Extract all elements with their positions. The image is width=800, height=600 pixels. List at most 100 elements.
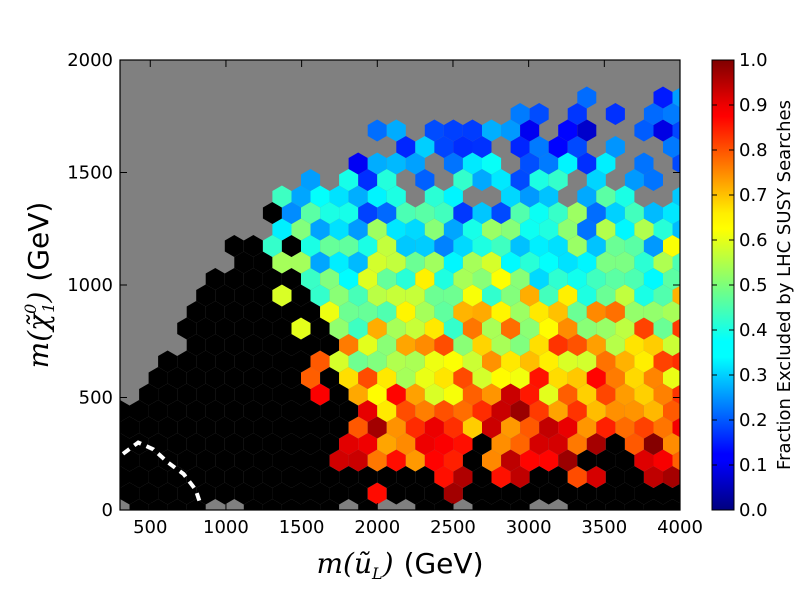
hexbin-cell bbox=[663, 136, 680, 158]
hexbin-cell bbox=[529, 466, 549, 488]
y-tick-label: 1000 bbox=[67, 275, 113, 296]
hexbin-cell bbox=[386, 185, 406, 208]
hexbin-cell bbox=[653, 86, 673, 109]
hexbin-cell bbox=[358, 268, 378, 290]
hexbin-cell bbox=[520, 152, 540, 175]
hexbin-cell bbox=[596, 383, 616, 406]
hexbin-cell bbox=[577, 86, 597, 109]
hexbin-cell bbox=[529, 367, 549, 389]
hexbin-cell bbox=[281, 301, 301, 323]
colorbar-tick-label: 0.5 bbox=[739, 275, 768, 296]
hexbin-cell bbox=[272, 185, 292, 208]
hexbin-cell bbox=[472, 169, 492, 191]
hexbin-cell bbox=[634, 284, 654, 307]
hexbin-cell bbox=[272, 350, 292, 373]
hexbin-cell bbox=[491, 334, 511, 356]
hexbin-cell bbox=[367, 185, 387, 208]
hexbin-cell bbox=[291, 317, 311, 340]
hexbin-cell bbox=[224, 268, 244, 290]
hexbin-cell bbox=[482, 284, 502, 307]
hexbin-cell bbox=[224, 367, 244, 389]
hexbin-cell bbox=[415, 400, 435, 422]
hexbin-cell bbox=[577, 383, 597, 406]
hexbin-cell bbox=[253, 284, 273, 307]
hexbin-cell bbox=[434, 400, 454, 422]
hexbin-cell bbox=[605, 301, 625, 323]
hexbin-cell bbox=[386, 251, 406, 274]
hexbin-cell bbox=[586, 301, 606, 323]
hexbin-cell bbox=[281, 499, 301, 510]
x-tick-label: 3500 bbox=[581, 517, 627, 538]
hexbin-cell bbox=[558, 119, 578, 142]
hexbin-cell bbox=[262, 202, 282, 224]
hexbin-cell bbox=[424, 350, 444, 373]
hexbin-cell bbox=[462, 416, 482, 439]
hexbin-cell bbox=[501, 251, 521, 274]
hexbin-cell bbox=[577, 218, 597, 241]
hexbin-cell bbox=[386, 317, 406, 340]
hexbin-cell bbox=[548, 169, 568, 191]
hexbin-cell bbox=[224, 235, 244, 257]
hexbin-cell bbox=[472, 268, 492, 290]
hexbin-cell bbox=[310, 284, 330, 307]
hexbin-cell bbox=[320, 268, 340, 290]
hexbin-cell bbox=[643, 466, 663, 488]
hexbin-cell bbox=[301, 235, 321, 257]
hexbin-cell bbox=[386, 449, 406, 472]
hexbin-cell bbox=[482, 482, 502, 505]
hexbin-cell bbox=[643, 301, 663, 323]
hexbin-cell bbox=[653, 119, 673, 142]
hexbin-cell bbox=[482, 383, 502, 406]
hexbin-cell bbox=[301, 268, 321, 290]
hexbin-cell bbox=[339, 400, 359, 422]
hexbin-cell bbox=[643, 202, 663, 224]
y-tick-label: 0 bbox=[102, 500, 113, 521]
hexbin-cell bbox=[367, 119, 387, 142]
hexbin-cell bbox=[205, 466, 225, 488]
hexbin-cell bbox=[605, 235, 625, 257]
hexbin-cell bbox=[396, 433, 416, 455]
hexbin-cell bbox=[643, 103, 663, 125]
hexbin-cell bbox=[663, 466, 680, 488]
hexbin-cell bbox=[491, 268, 511, 290]
hexbin-cell bbox=[491, 301, 511, 323]
hexbin-cell bbox=[386, 218, 406, 241]
hexbin-cell bbox=[205, 367, 225, 389]
hexbin-cell bbox=[529, 301, 549, 323]
hexbin-cell bbox=[329, 383, 349, 406]
hexbin-cell bbox=[615, 218, 635, 241]
hexbin-cell bbox=[443, 152, 463, 175]
hexbin-cell bbox=[386, 119, 406, 142]
hexbin-cell bbox=[548, 202, 568, 224]
hexbin-cell bbox=[205, 301, 225, 323]
colorbar-tick-label: 0.0 bbox=[739, 500, 768, 521]
hexbin-cell bbox=[615, 185, 635, 208]
x-tick-label: 1000 bbox=[203, 517, 249, 538]
hexbin-cell bbox=[405, 251, 425, 274]
hexbin-cell bbox=[377, 268, 397, 290]
hexbin-cell bbox=[586, 400, 606, 422]
hexbin-cell bbox=[567, 334, 587, 356]
hexbin-cell bbox=[377, 202, 397, 224]
hexbin-cell bbox=[367, 317, 387, 340]
hexbin-cell bbox=[405, 350, 425, 373]
hexbin-cell bbox=[653, 482, 673, 505]
hexbin-cell bbox=[424, 482, 444, 505]
hexbin-cell bbox=[567, 103, 587, 125]
hexbin-cell bbox=[567, 367, 587, 389]
hexbin-cell bbox=[462, 251, 482, 274]
hexbin-cell bbox=[291, 251, 311, 274]
hexbin-cell bbox=[529, 268, 549, 290]
hexbin-cell bbox=[653, 416, 673, 439]
hexbin-cell bbox=[653, 350, 673, 373]
hexbin-cell bbox=[339, 301, 359, 323]
hexbin-cell bbox=[577, 317, 597, 340]
hexbin-cell bbox=[615, 350, 635, 373]
hexbin-cell bbox=[424, 317, 444, 340]
colorbar-tick-label: 0.9 bbox=[739, 95, 768, 116]
hexbin-cell bbox=[643, 169, 663, 191]
hexbin-cell bbox=[424, 119, 444, 142]
hexbin-cell bbox=[558, 284, 578, 307]
hexbin-cell bbox=[586, 433, 606, 455]
hexbin-cell bbox=[301, 367, 321, 389]
